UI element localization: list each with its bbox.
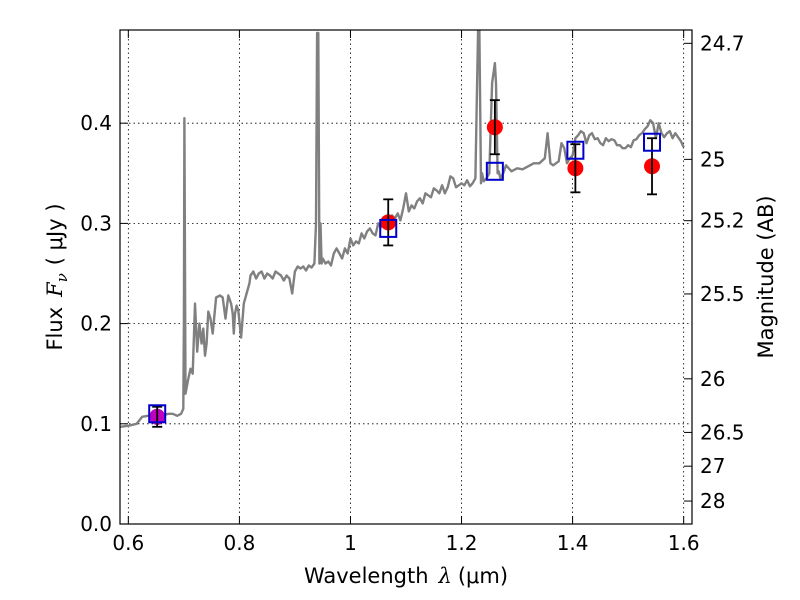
model-photometry-point — [566, 140, 585, 160]
model-photometry-point — [485, 161, 504, 181]
y2-tick-label: 28 — [700, 489, 725, 513]
markers — [148, 99, 662, 428]
y-tick-label: 0.1 — [80, 412, 112, 436]
y2-tick-label: 25.5 — [700, 282, 745, 306]
x-axis-label: Wavelength λ (μm) — [304, 564, 508, 588]
y2-axis-label: Magnitude (AB) — [754, 195, 778, 358]
x-tick-label: 1.4 — [557, 531, 589, 555]
x-tick-label: 1.6 — [668, 531, 700, 555]
y2-tick-label: 26 — [700, 367, 725, 391]
y-tick-label: 0.3 — [80, 211, 112, 235]
y-tick-label: 0.2 — [80, 312, 112, 336]
x-tick-label: 1 — [344, 531, 357, 555]
model-photometry-point — [379, 218, 398, 238]
y2-tick-label: 25.2 — [700, 209, 745, 233]
y2-tick-label: 26.5 — [700, 420, 745, 444]
y-axis-label: FluxFν( μJy ) — [43, 203, 71, 350]
model-photometry-point — [148, 404, 167, 424]
y2-tick-label: 25 — [700, 147, 725, 171]
ticks: 0.6 0.8 1 1.2 1.4 1.6 0.0 0.1 0.2 0.3 0.4 24.7 25 25.… — [80, 30, 745, 555]
x-tick-label: 1.2 — [446, 531, 478, 555]
grid — [120, 30, 692, 524]
model-photometry-point — [643, 132, 662, 152]
data-area — [120, 30, 685, 428]
y-tick-label: 0.4 — [80, 111, 112, 135]
x-tick-label: 0.8 — [223, 531, 255, 555]
model-spectrum-line — [120, 30, 685, 428]
y2-tick-label: 24.7 — [700, 31, 745, 55]
y2-tick-label: 27 — [700, 454, 725, 478]
x-tick-label: 0.6 — [112, 531, 144, 555]
plot-frame — [119, 29, 693, 525]
y-tick-label: 0.0 — [80, 512, 112, 536]
